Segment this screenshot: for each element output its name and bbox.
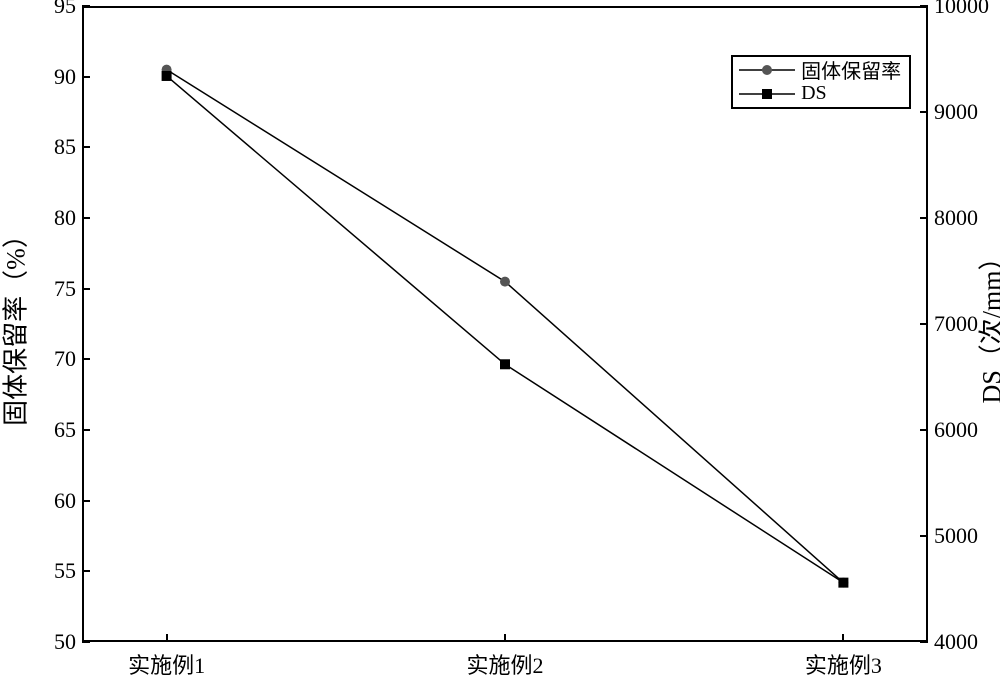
y-left-tick-label: 60: [54, 488, 76, 514]
y-right-tick: [920, 323, 928, 325]
series-marker: [838, 578, 848, 588]
y-left-axis-label: 固体保留率（%）: [0, 222, 33, 426]
y-right-tick-label: 5000: [934, 523, 978, 549]
series-marker: [500, 359, 510, 369]
x-tick-label: 实施例2: [466, 648, 543, 680]
y-left-tick-label: 65: [54, 417, 76, 443]
legend-item: 固体保留率: [737, 58, 905, 82]
legend-label: 固体保留率: [801, 55, 901, 84]
y-left-tick: [82, 288, 90, 290]
y-left-tick-label: 75: [54, 276, 76, 302]
series-line: [167, 70, 844, 583]
y-left-tick: [82, 217, 90, 219]
y-right-tick-label: 4000: [934, 629, 978, 655]
y-right-tick: [920, 5, 928, 7]
y-right-tick: [920, 217, 928, 219]
legend: 固体保留率DS: [731, 55, 911, 109]
legend-marker-icon: [737, 82, 797, 106]
x-tick: [166, 634, 168, 642]
y-left-tick-label: 55: [54, 558, 76, 584]
y-right-tick-label: 7000: [934, 311, 978, 337]
chart-container: 固体保留率DS 固体保留率（%） DS（次/mm） 50556065707580…: [0, 0, 1000, 692]
y-left-tick: [82, 76, 90, 78]
series-marker: [162, 71, 172, 81]
y-left-tick-label: 95: [54, 0, 76, 19]
y-left-tick: [82, 429, 90, 431]
y-left-tick: [82, 146, 90, 148]
series-line: [167, 76, 844, 583]
y-left-tick-label: 85: [54, 134, 76, 160]
y-left-tick-label: 90: [54, 64, 76, 90]
y-left-tick: [82, 500, 90, 502]
y-left-tick: [82, 570, 90, 572]
legend-item: DS: [737, 82, 905, 106]
y-right-tick-label: 10000: [934, 0, 989, 19]
y-right-tick: [920, 429, 928, 431]
series-marker: [500, 277, 510, 287]
y-right-tick-label: 8000: [934, 205, 978, 231]
y-right-tick-label: 6000: [934, 417, 978, 443]
y-right-tick-label: 9000: [934, 99, 978, 125]
y-left-tick-label: 80: [54, 205, 76, 231]
legend-label: DS: [801, 82, 827, 105]
y-right-tick: [920, 535, 928, 537]
y-left-tick-label: 50: [54, 629, 76, 655]
x-tick: [842, 634, 844, 642]
y-left-tick: [82, 641, 90, 643]
y-right-tick: [920, 111, 928, 113]
y-right-tick: [920, 641, 928, 643]
x-tick-label: 实施例3: [805, 648, 882, 680]
x-tick: [504, 634, 506, 642]
legend-marker-icon: [737, 58, 797, 82]
y-left-tick: [82, 5, 90, 7]
y-left-tick: [82, 358, 90, 360]
x-tick-label: 实施例1: [128, 648, 205, 680]
y-left-tick-label: 70: [54, 346, 76, 372]
